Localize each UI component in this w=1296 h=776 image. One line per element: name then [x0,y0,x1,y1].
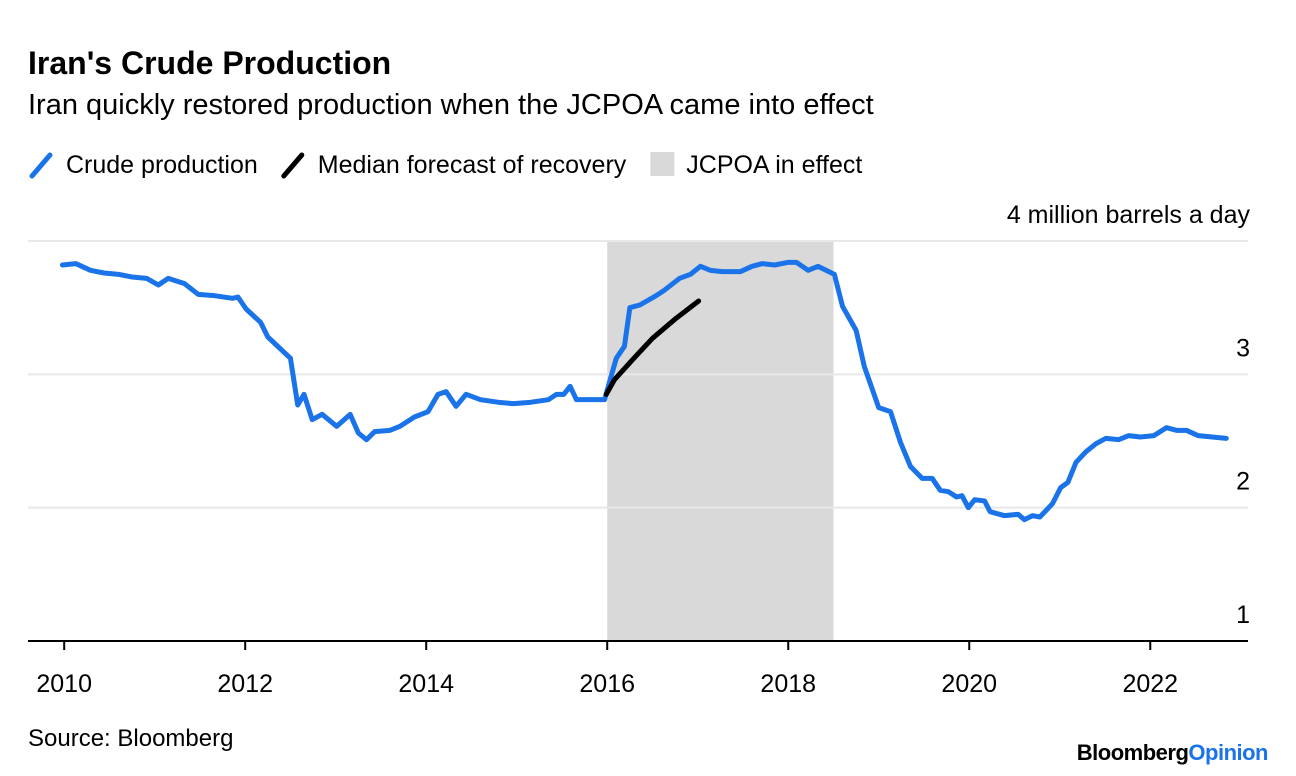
x-tick-label: 2014 [398,670,454,698]
y-tick-label: 1 [1236,601,1250,629]
chart-title: Iran's Crude Production [28,45,391,81]
series-line [603,298,702,397]
brand: BloombergOpinion [1077,740,1268,765]
y-tick-label: 4 million barrels a day [1007,201,1251,229]
x-tick-label: 2018 [760,670,816,698]
shade-region [607,241,834,641]
y-tick-label: 3 [1236,334,1250,362]
legend-label: Median forecast of recovery [318,151,627,179]
series-line [59,259,1229,523]
legend-swatch [281,152,305,179]
brand-accent: Opinion [1188,740,1268,765]
x-tick-label: 2016 [579,670,635,698]
legend-label: JCPOA in effect [686,151,862,179]
x-tick-label: 2012 [217,670,273,698]
legend-swatch [650,152,675,176]
x-tick-label: 2022 [1122,670,1178,698]
chart-subtitle: Iran quickly restored production when th… [28,89,874,121]
y-tick-label: 2 [1236,468,1250,496]
x-tick-label: 2010 [36,670,92,698]
source: Source: Bloomberg [28,725,233,752]
x-tick-label: 2020 [941,670,997,698]
legend-label: Crude production [66,151,258,179]
brand-name: Bloomberg [1077,740,1189,765]
legend-swatch [29,152,53,179]
